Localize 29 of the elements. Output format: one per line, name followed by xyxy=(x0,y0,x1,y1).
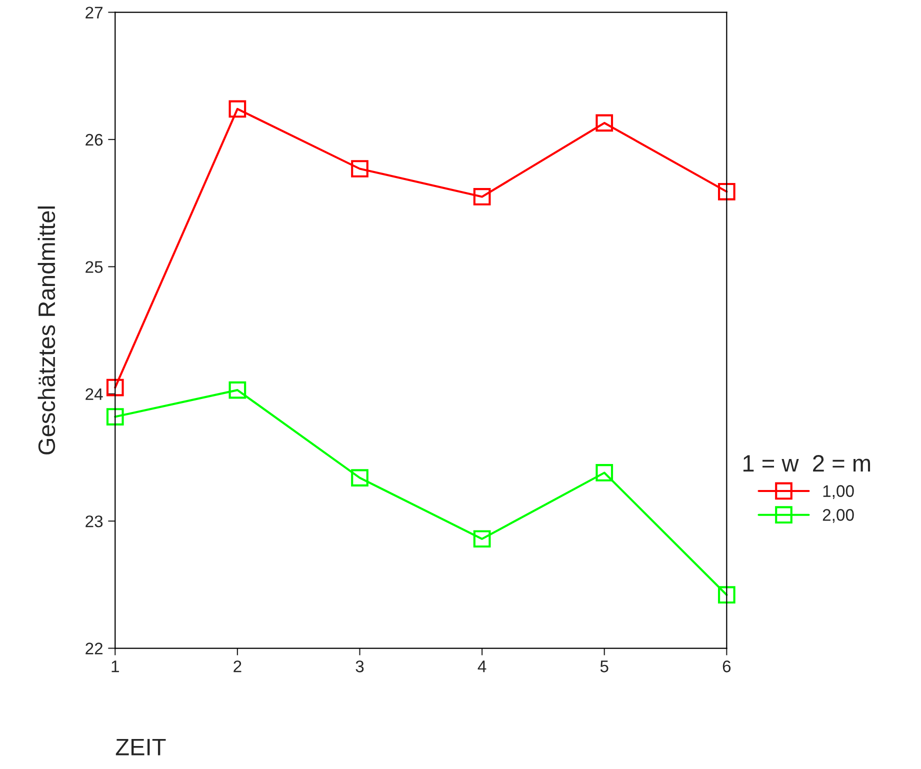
y-tick-label: 24 xyxy=(86,388,103,400)
point xyxy=(228,100,246,118)
point xyxy=(473,188,491,206)
y-axis-title: Geschätztes Randmittel xyxy=(38,206,56,454)
point xyxy=(718,182,736,200)
y-tick-label: 26 xyxy=(86,134,103,146)
legend-title: 1 = w 2 = m xyxy=(743,455,870,472)
legend-label: 1,00 xyxy=(823,485,854,499)
y-tick-label: 25 xyxy=(86,261,103,273)
x-tick-label: 5 xyxy=(600,660,608,672)
x-tick-label: 1 xyxy=(112,660,119,672)
point xyxy=(351,160,368,178)
legend-label: 2,00 xyxy=(822,509,854,523)
point xyxy=(106,408,124,426)
x-tick-label: 6 xyxy=(722,660,731,672)
point xyxy=(106,378,124,396)
y-tick-label: 23 xyxy=(86,515,103,528)
point xyxy=(596,464,614,482)
point xyxy=(228,381,246,399)
point xyxy=(473,530,491,548)
x-tick-label: 3 xyxy=(356,660,364,672)
x-tick-label: 4 xyxy=(478,660,486,672)
y-tick-label: 22 xyxy=(86,642,102,654)
x-tick-label: 2 xyxy=(234,660,242,672)
point xyxy=(351,469,368,487)
y-tick-label: 27 xyxy=(86,6,102,18)
point xyxy=(718,586,736,604)
point xyxy=(596,114,614,132)
x-axis-title: ZEIT xyxy=(116,738,166,756)
